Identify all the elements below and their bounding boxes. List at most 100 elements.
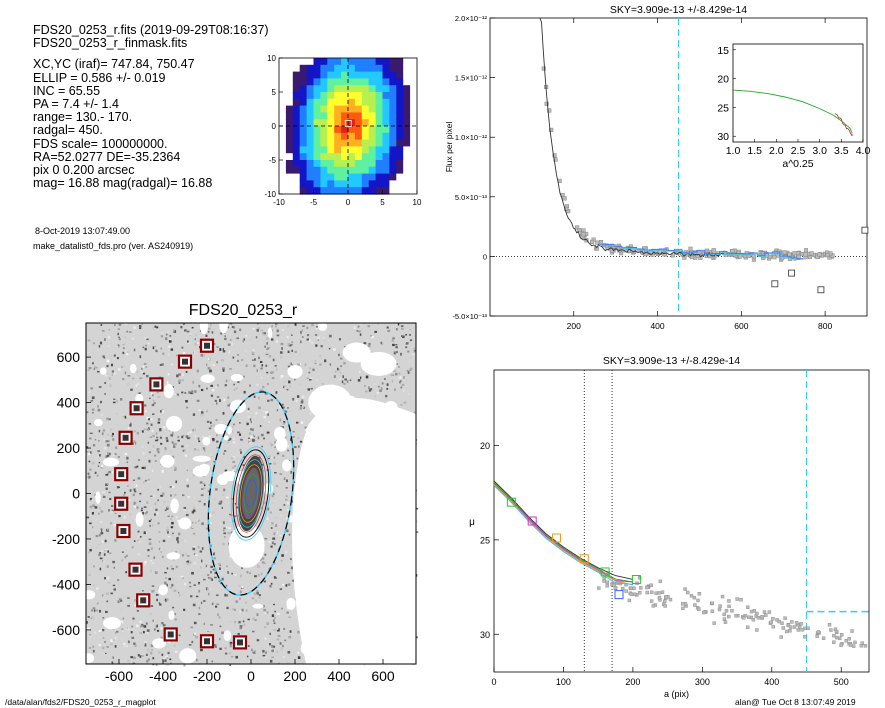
noise-speck [207,330,210,333]
data-point [777,619,781,624]
data-point [771,617,775,621]
noise-speck [216,396,220,398]
data-point [803,252,808,257]
noise-speck [275,487,278,490]
heatmap-cell [306,173,315,181]
noise-speck [173,589,177,593]
noise-speck [265,429,268,432]
noise-speck [211,602,214,606]
heatmap-cell [396,173,404,181]
noise-speck [280,376,282,380]
noise-speck [236,514,239,517]
noise-speck [106,454,110,457]
y-tick-label: 2.0×10⁻¹² [455,14,488,23]
heatmap-cell [396,98,404,107]
heatmap-cell [354,105,363,113]
heatmap-cell [361,166,370,175]
x-tick-label: -600 [105,668,133,684]
noise-speck [102,489,106,493]
noise-speck [232,356,235,359]
heatmap-cell [410,64,418,73]
noise-speck [181,577,185,579]
noise-speck [89,432,93,434]
heatmap-cell [327,160,335,168]
noise-speck [215,385,217,388]
noise-speck [105,473,109,476]
data-point [564,206,569,212]
noise-speck [139,327,142,329]
noise-speck [308,339,311,342]
noise-speck [284,375,288,379]
noise-speck [102,495,106,498]
noise-speck [133,501,137,505]
noise-speck [126,352,129,356]
noise-speck [164,572,167,574]
noise-speck [287,662,290,665]
inset-x-tick-label: 2.5 [791,145,806,157]
region-center [118,471,125,478]
noise-speck [380,341,383,345]
noise-speck [128,331,132,333]
mask-blob [287,365,303,379]
noise-speck [410,367,413,370]
heatmap-cell [334,92,342,100]
noise-speck [307,414,310,417]
data-point [809,251,814,256]
noise-speck [342,375,344,379]
noise-speck [245,364,248,368]
noise-speck [117,456,120,458]
noise-speck [164,337,168,341]
data-point [848,643,853,647]
noise-speck [390,374,393,376]
noise-speck [124,344,127,347]
data-point [764,613,768,617]
noise-speck [273,622,276,624]
noise-speck [277,634,281,638]
noise-speck [248,437,251,439]
noise-speck [276,340,278,343]
heatmap-cell [375,119,384,127]
noise-speck [212,497,216,501]
noise-speck [314,362,317,365]
noise-speck [360,323,363,326]
noise-speck [197,437,200,440]
profile-line [493,485,633,585]
noise-speck [226,566,228,569]
noise-speck [392,337,395,340]
noise-speck [152,562,155,564]
noise-speck [258,594,261,596]
noise-speck [256,592,259,595]
noise-speck [92,504,95,507]
noise-speck [230,457,234,460]
data-point [723,620,728,624]
heatmap-cell [292,187,301,195]
noise-speck [250,648,253,652]
noise-speck [222,494,225,497]
noise-speck [298,445,300,448]
noise-speck [276,638,280,641]
noise-speck [252,328,255,330]
noise-speck [209,544,212,548]
noise-speck [89,634,92,637]
noise-speck [161,470,164,473]
heatmap-cell [410,180,418,188]
noise-speck [155,432,158,435]
noise-speck [328,347,331,350]
heatmap-cell [410,146,418,154]
data-point [832,640,836,644]
heatmap-cell [368,112,377,120]
noise-speck [240,451,242,454]
noise-speck [111,434,114,438]
heatmap-cell [403,180,411,188]
data-point [735,597,739,601]
mask-blob [135,393,144,403]
galaxy-core [242,467,260,520]
noise-speck [280,356,283,359]
noise-speck [232,469,235,472]
noise-speck [141,323,144,325]
noise-speck [114,453,117,456]
noise-speck [363,342,367,345]
noise-speck [133,430,137,433]
heatmap-cell [320,98,328,107]
x-tick-label: 600 [734,321,748,331]
